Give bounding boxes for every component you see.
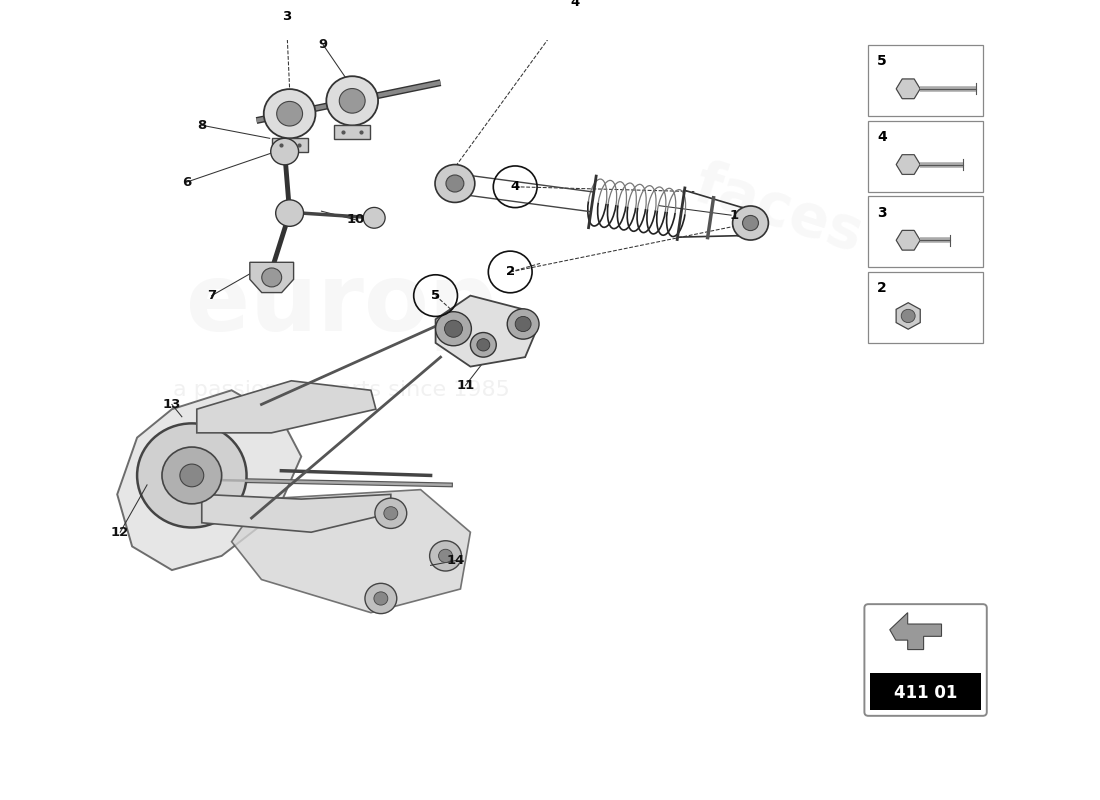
Circle shape <box>477 338 490 351</box>
FancyBboxPatch shape <box>870 673 981 710</box>
Text: 1: 1 <box>729 209 738 222</box>
FancyBboxPatch shape <box>868 196 982 267</box>
Polygon shape <box>436 296 535 366</box>
Polygon shape <box>902 89 914 98</box>
Circle shape <box>436 312 472 346</box>
Polygon shape <box>232 490 471 613</box>
Polygon shape <box>896 165 909 174</box>
Polygon shape <box>902 230 914 240</box>
Circle shape <box>363 207 385 228</box>
Polygon shape <box>902 165 914 174</box>
Circle shape <box>901 310 915 322</box>
FancyBboxPatch shape <box>868 45 982 116</box>
Polygon shape <box>896 79 920 98</box>
Circle shape <box>439 550 452 562</box>
Polygon shape <box>896 230 920 250</box>
Circle shape <box>327 76 378 126</box>
Circle shape <box>138 423 246 527</box>
Polygon shape <box>896 230 909 240</box>
Text: 10: 10 <box>346 214 365 226</box>
Polygon shape <box>909 79 920 89</box>
Text: 13: 13 <box>163 398 182 411</box>
Polygon shape <box>896 154 920 174</box>
Polygon shape <box>902 79 914 89</box>
Polygon shape <box>909 89 920 98</box>
Text: 8: 8 <box>197 118 207 132</box>
Text: europ: europ <box>186 259 496 351</box>
Polygon shape <box>909 165 920 174</box>
Text: 4: 4 <box>878 130 887 144</box>
Polygon shape <box>902 240 914 250</box>
Text: 4: 4 <box>570 0 580 9</box>
Polygon shape <box>909 240 920 250</box>
Polygon shape <box>896 154 909 165</box>
Circle shape <box>271 138 298 165</box>
Circle shape <box>375 498 407 529</box>
Polygon shape <box>272 138 308 151</box>
Circle shape <box>365 583 397 614</box>
Polygon shape <box>896 89 909 98</box>
Circle shape <box>444 320 462 338</box>
Text: 7: 7 <box>207 289 217 302</box>
Polygon shape <box>890 613 942 650</box>
Text: 2: 2 <box>878 282 887 295</box>
Polygon shape <box>250 262 294 293</box>
Polygon shape <box>197 381 376 433</box>
Polygon shape <box>896 240 909 250</box>
Circle shape <box>180 464 204 486</box>
Polygon shape <box>902 154 914 165</box>
Text: 14: 14 <box>447 554 464 567</box>
Circle shape <box>742 215 759 230</box>
Circle shape <box>276 200 304 226</box>
Circle shape <box>515 317 531 331</box>
Polygon shape <box>896 302 921 330</box>
Text: 2: 2 <box>506 266 515 278</box>
Circle shape <box>471 333 496 357</box>
Text: 12: 12 <box>111 526 130 538</box>
Text: 4: 4 <box>510 180 520 194</box>
Text: 6: 6 <box>183 175 191 189</box>
Text: 3: 3 <box>282 10 292 23</box>
Polygon shape <box>909 154 920 165</box>
Polygon shape <box>909 230 920 240</box>
Polygon shape <box>118 390 301 570</box>
Circle shape <box>339 89 365 113</box>
Circle shape <box>434 165 475 202</box>
Polygon shape <box>896 79 909 89</box>
Text: 9: 9 <box>319 38 328 51</box>
Text: 5: 5 <box>431 289 440 302</box>
Text: 3: 3 <box>878 206 887 220</box>
Text: 11: 11 <box>456 379 474 392</box>
Polygon shape <box>201 494 390 532</box>
Circle shape <box>264 89 316 138</box>
Circle shape <box>262 268 282 287</box>
Circle shape <box>277 102 302 126</box>
Circle shape <box>446 175 464 192</box>
Text: faces: faces <box>688 157 870 265</box>
FancyBboxPatch shape <box>865 604 987 716</box>
FancyBboxPatch shape <box>868 272 982 343</box>
Text: a passion for parts since 1985: a passion for parts since 1985 <box>173 380 509 400</box>
Circle shape <box>507 309 539 339</box>
Polygon shape <box>334 126 370 138</box>
Circle shape <box>374 592 388 605</box>
Circle shape <box>162 447 222 504</box>
Circle shape <box>430 541 461 571</box>
Circle shape <box>384 506 398 520</box>
FancyBboxPatch shape <box>868 121 982 191</box>
Circle shape <box>733 206 769 240</box>
Text: 5: 5 <box>878 54 887 68</box>
Text: 411 01: 411 01 <box>894 684 957 702</box>
